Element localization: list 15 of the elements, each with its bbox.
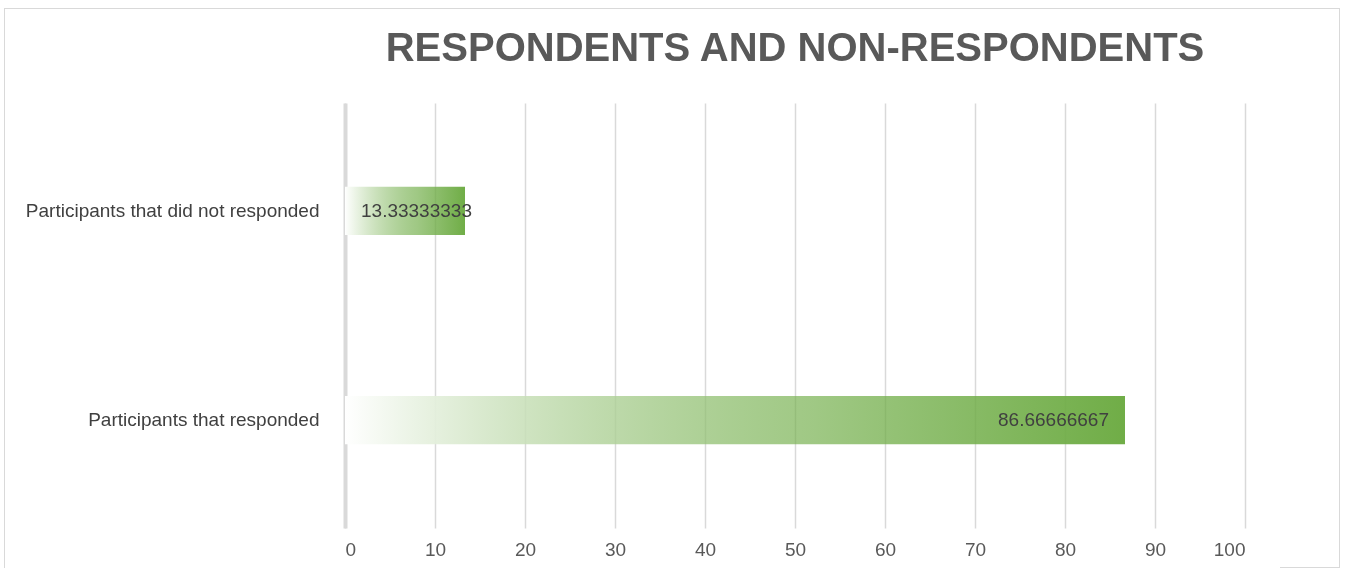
x-tick-label: 60: [874, 538, 897, 560]
x-tick-label: 50: [784, 538, 807, 560]
data-label: 86.66666667: [998, 409, 1109, 431]
chart-title: RESPONDENTS AND NON-RESPONDENTS: [385, 25, 1205, 69]
y-tick-label: Participants that did not responded: [25, 199, 320, 221]
x-tick-label: 40: [694, 538, 717, 560]
x-tick-label: 0: [345, 538, 357, 560]
x-tick-label: 100: [1213, 538, 1246, 560]
x-tick-label: 30: [604, 538, 627, 560]
y-tick-label: Participants that responded: [88, 409, 320, 431]
x-tick-label: 70: [964, 538, 987, 560]
x-tick-label: 80: [1054, 538, 1077, 560]
x-tick-label: 20: [514, 538, 537, 560]
x-tick-label: 90: [1144, 538, 1167, 560]
x-tick-label: 10: [424, 538, 447, 560]
